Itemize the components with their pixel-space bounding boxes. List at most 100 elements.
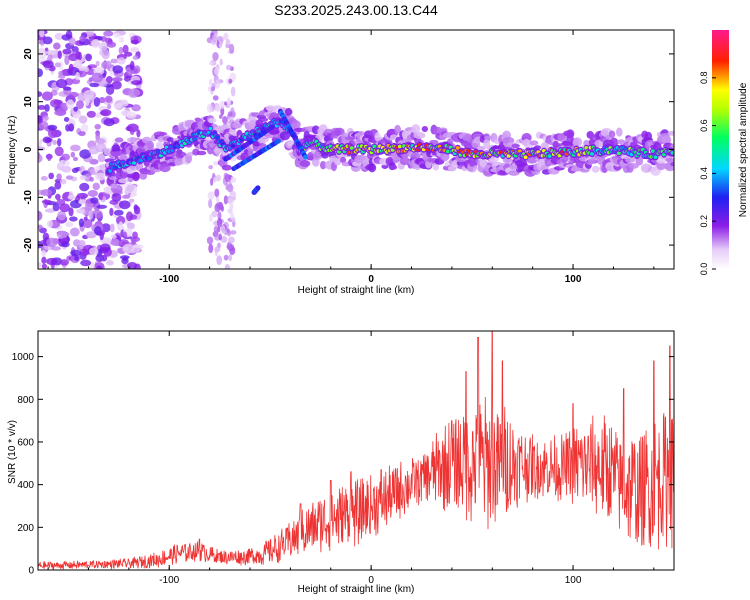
- ridge-halo-cell: [504, 157, 513, 163]
- ridge-halo-cell: [616, 139, 626, 145]
- ridge-core-cell: [653, 155, 658, 159]
- ridge-halo-cell: [608, 130, 616, 139]
- ridge-core-cell: [547, 154, 552, 158]
- noise-cell: [55, 193, 61, 201]
- noise-cell: [42, 60, 54, 69]
- x-tick-label: -100: [159, 274, 179, 285]
- y-tick-label: 10: [23, 96, 34, 108]
- noise-cell: [211, 210, 218, 218]
- noise-cell: [74, 254, 80, 262]
- noise-cell: [208, 164, 213, 170]
- noise-cell: [45, 49, 58, 55]
- noise-cell: [95, 137, 106, 145]
- ridge-halo-cell: [273, 105, 282, 110]
- noise-cell: [216, 217, 223, 228]
- noise-cell: [39, 30, 45, 38]
- noise-cell: [215, 174, 221, 182]
- ridge-halo-cell: [333, 158, 342, 166]
- noise-cell: [229, 190, 237, 200]
- noise-cell: [38, 146, 46, 151]
- ridge-halo-cell: [390, 165, 398, 170]
- noise-cell: [227, 183, 234, 193]
- noise-cell: [219, 100, 225, 110]
- noise-cell: [217, 211, 222, 221]
- ridge-halo-cell: [502, 137, 515, 144]
- y-tick-label: 400: [17, 480, 34, 491]
- ridge-core-cell: [397, 144, 402, 149]
- snr-series-line: [38, 331, 674, 570]
- noise-cell: [208, 78, 213, 86]
- noise-cell: [132, 244, 142, 253]
- noise-cell: [217, 201, 223, 209]
- ridge-halo-cell: [394, 124, 401, 135]
- ridge-core-cell: [670, 151, 674, 155]
- noise-cell: [80, 123, 89, 133]
- noise-cell: [98, 192, 104, 201]
- noise-cell: [95, 172, 106, 181]
- noise-cell: [217, 36, 225, 44]
- noise-cell: [127, 261, 138, 269]
- ridge-halo-cell: [587, 158, 597, 164]
- noise-cell: [71, 167, 79, 174]
- noise-cell: [97, 153, 106, 163]
- noise-cell: [229, 176, 237, 183]
- noise-cell: [68, 37, 76, 46]
- noise-cell: [122, 231, 128, 239]
- ridge-halo-cell: [118, 178, 129, 184]
- colorbar: 0.0 0.2 0.4 0.6 0.8 Normalized spectral ampl…: [699, 30, 749, 275]
- ridge-halo-cell: [410, 152, 421, 159]
- ridge-halo-cell: [196, 150, 207, 156]
- ridge-halo-cell: [670, 162, 674, 167]
- ridge-halo-cell: [311, 157, 320, 167]
- noise-cell: [58, 71, 64, 77]
- noise-cell: [64, 55, 70, 66]
- ridge-halo-cell: [319, 161, 327, 170]
- noise-cell: [136, 129, 141, 138]
- noise-cell: [75, 71, 80, 81]
- noise-cell: [38, 262, 42, 268]
- noise-cell: [38, 224, 43, 230]
- noise-cell: [71, 46, 79, 53]
- spectrogram-x-label: Height of straight line (km): [298, 285, 415, 296]
- noise-cell: [122, 243, 135, 254]
- noise-cell: [44, 208, 56, 213]
- noise-cell: [43, 36, 53, 45]
- noise-cell: [85, 53, 92, 62]
- noise-cell: [51, 246, 62, 251]
- colorbar-ticks: 0.0 0.2 0.4 0.6 0.8: [699, 72, 716, 275]
- ridge-halo-cell: [533, 145, 542, 150]
- noise-cell: [65, 221, 74, 227]
- noise-cell: [220, 236, 228, 243]
- noise-cell: [218, 114, 223, 119]
- noise-cell: [69, 216, 78, 222]
- noise-cell: [38, 115, 44, 124]
- colorbar-tick-label: 0.6: [699, 119, 709, 132]
- ridge-halo-cell: [334, 127, 345, 137]
- ridge-halo-cell: [299, 159, 311, 168]
- noise-cell: [131, 104, 141, 112]
- noise-cell: [136, 84, 142, 89]
- noise-cell: [59, 203, 71, 213]
- noise-cell: [230, 86, 236, 97]
- noise-cell: [54, 181, 62, 190]
- noise-cell: [118, 221, 124, 230]
- noise-cell: [54, 109, 67, 116]
- ridge-core-cell: [616, 151, 621, 156]
- y-tick-label: -10: [23, 190, 34, 205]
- y-tick-label: -20: [23, 237, 34, 252]
- noise-cell: [38, 91, 43, 97]
- noise-cell: [215, 104, 221, 112]
- noise-cell: [74, 59, 83, 68]
- ridge-halo-cell: [432, 162, 440, 171]
- noise-cell: [89, 176, 94, 182]
- noise-cell: [50, 98, 62, 108]
- ridge-halo-cell: [247, 149, 254, 157]
- noise-cell: [38, 47, 45, 53]
- noise-cell: [47, 153, 52, 162]
- ridge-core-cell: [346, 150, 351, 155]
- noise-cell: [76, 100, 84, 110]
- noise-cell: [208, 243, 214, 254]
